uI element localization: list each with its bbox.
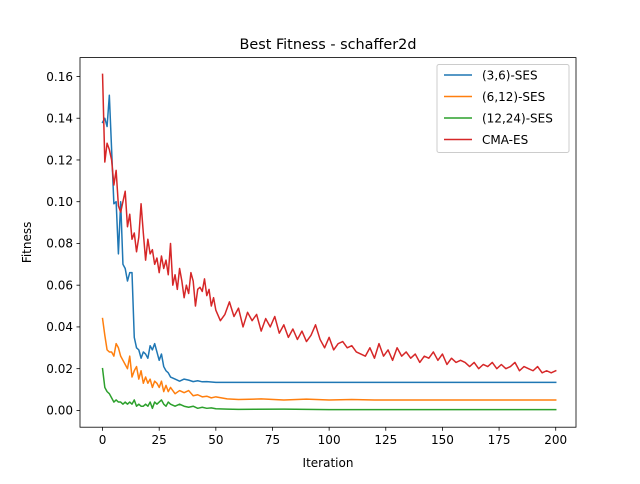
y-tick-label-1: 0.02 bbox=[46, 362, 73, 376]
series-line-2 bbox=[101, 367, 557, 411]
series-line-3 bbox=[101, 73, 557, 374]
x-tick-label-1: 25 bbox=[152, 433, 167, 447]
x-tick-label-8: 200 bbox=[544, 433, 567, 447]
y-tick-label-5: 0.10 bbox=[46, 195, 73, 209]
y-tick-label-0: 0.00 bbox=[46, 404, 73, 418]
y-tick-label-8: 0.16 bbox=[46, 70, 73, 84]
legend-label-0: (3,6)-SES bbox=[482, 68, 538, 82]
y-tick-label-2: 0.04 bbox=[46, 320, 73, 334]
legend-label-2: (12,24)-SES bbox=[482, 111, 553, 125]
series-line-0 bbox=[101, 94, 557, 384]
legend-label-1: (6,12)-SES bbox=[482, 90, 545, 104]
x-tick-label-3: 75 bbox=[265, 433, 280, 447]
chart-title: Best Fitness - schaffer2d bbox=[240, 37, 417, 53]
y-tick-label-3: 0.06 bbox=[46, 278, 73, 292]
legend-label-3: CMA-ES bbox=[482, 133, 528, 147]
series-layer bbox=[101, 73, 557, 411]
y-axis-label: Fitness bbox=[20, 222, 34, 264]
y-tick-label-4: 0.08 bbox=[46, 237, 73, 251]
y-tick-label-7: 0.14 bbox=[46, 112, 73, 126]
x-tick-label-4: 100 bbox=[318, 433, 341, 447]
y-axis-ticks: 0.00 0.02 0.04 0.06 0.08 0.10 0.12 0.14 0.16 bbox=[46, 70, 80, 418]
x-tick-label-2: 50 bbox=[208, 433, 223, 447]
x-tick-label-0: 0 bbox=[99, 433, 107, 447]
y-tick-label-6: 0.12 bbox=[46, 153, 73, 167]
legend: (3,6)-SES (6,12)-SES (12,24)-SES CMA-ES bbox=[436, 64, 570, 153]
legend-box bbox=[436, 64, 570, 153]
x-tick-label-7: 175 bbox=[488, 433, 511, 447]
axes-frame bbox=[79, 57, 577, 428]
x-axis-ticks: 0 25 50 75 100 125 150 175 200 bbox=[99, 427, 567, 447]
x-tick-label-6: 150 bbox=[431, 433, 454, 447]
series-line-1 bbox=[101, 317, 557, 401]
x-axis-label: Iteration bbox=[303, 456, 354, 470]
x-tick-label-5: 125 bbox=[374, 433, 397, 447]
